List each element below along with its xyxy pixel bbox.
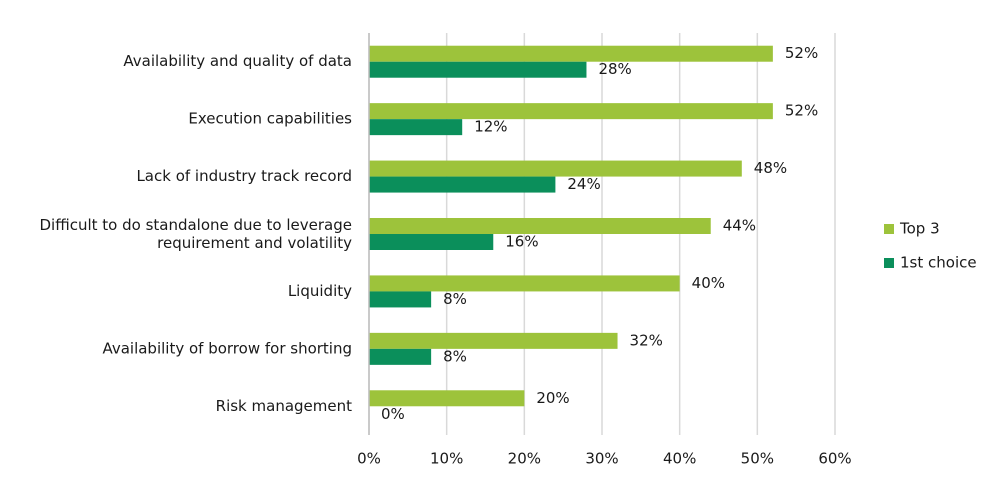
bar <box>369 234 494 250</box>
data-label: 48% <box>754 159 787 177</box>
legend-label: Top 3 <box>899 220 940 238</box>
bar <box>369 61 587 78</box>
data-label: 24% <box>567 175 600 193</box>
data-label: 40% <box>692 274 725 292</box>
data-label: 28% <box>598 60 631 78</box>
y-tick-label: Liquidity <box>288 282 352 300</box>
data-label: 52% <box>785 44 818 62</box>
data-label: 0% <box>381 405 405 423</box>
x-tick-label: 40% <box>663 450 696 468</box>
data-label: 8% <box>443 347 467 365</box>
data-label: 44% <box>723 217 756 235</box>
data-label: 20% <box>536 389 569 407</box>
data-label: 12% <box>474 118 507 136</box>
data-label: 32% <box>630 331 663 349</box>
y-tick-label: Risk management <box>216 397 352 415</box>
data-label: 52% <box>785 102 818 120</box>
bar <box>369 291 432 308</box>
y-tick-label: Execution capabilities <box>188 110 352 128</box>
bar <box>369 218 711 234</box>
legend-swatch <box>884 224 894 234</box>
bar <box>369 390 525 407</box>
x-tick-label: 0% <box>357 450 381 468</box>
data-label: 16% <box>505 233 538 251</box>
x-tick-label: 60% <box>818 450 851 468</box>
data-label: 8% <box>443 290 467 308</box>
bar <box>369 332 618 349</box>
x-tick-label: 10% <box>430 450 463 468</box>
legend-label: 1st choice <box>900 254 977 272</box>
y-tick-label: Availability and quality of data <box>123 52 352 70</box>
y-tick-label: Difficult to do standalone due to levera… <box>39 216 352 252</box>
x-tick-label: 20% <box>508 450 541 468</box>
x-tick-label: 30% <box>585 450 618 468</box>
bar <box>369 160 742 177</box>
legend-swatch <box>884 258 894 268</box>
bar <box>369 119 463 136</box>
x-tick-label: 50% <box>741 450 774 468</box>
y-tick-label: Lack of industry track record <box>136 167 352 185</box>
bar <box>369 45 773 62</box>
bar <box>369 103 773 120</box>
bar <box>369 176 556 193</box>
bar <box>369 348 432 365</box>
y-tick-label: Availability of borrow for shorting <box>102 339 352 357</box>
bar <box>369 275 680 292</box>
